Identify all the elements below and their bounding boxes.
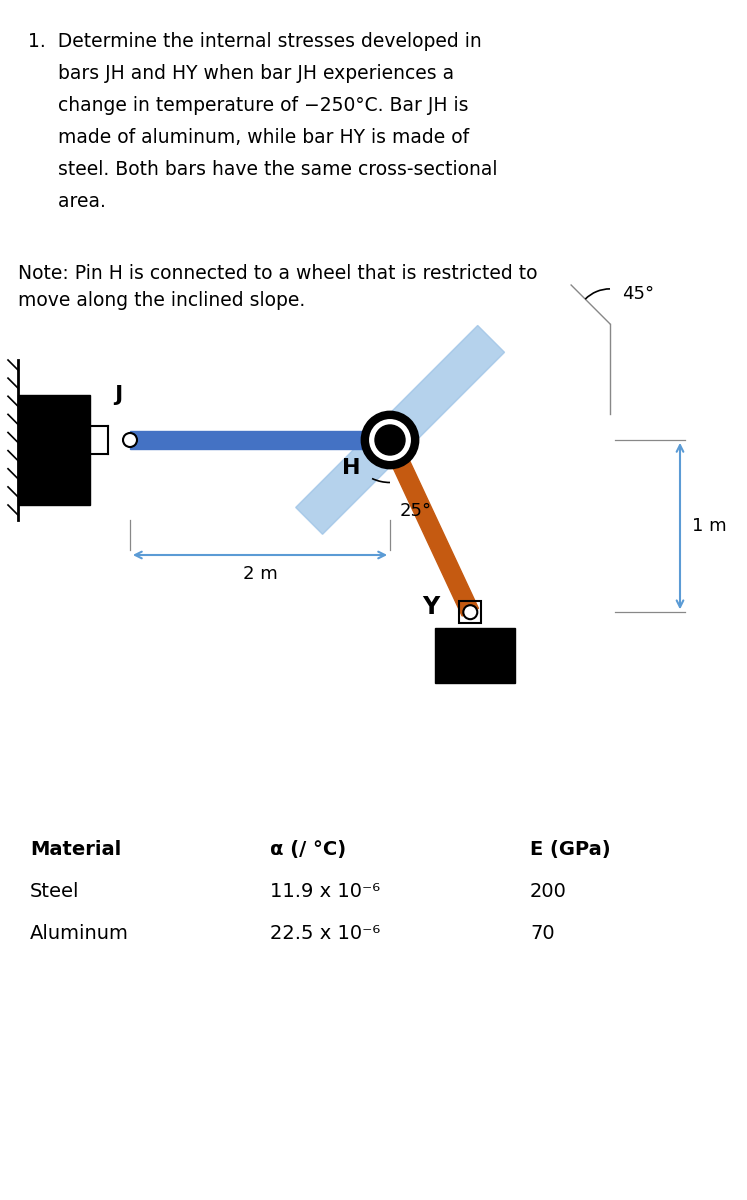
Text: 70: 70 bbox=[530, 924, 554, 943]
Text: steel. Both bars have the same cross-sectional: steel. Both bars have the same cross-sec… bbox=[28, 160, 498, 179]
Text: J: J bbox=[114, 385, 122, 404]
Text: Aluminum: Aluminum bbox=[30, 924, 129, 943]
Bar bbox=[436, 628, 515, 683]
Polygon shape bbox=[130, 431, 390, 449]
Text: 22.5 x 10⁻⁶: 22.5 x 10⁻⁶ bbox=[270, 924, 380, 943]
Text: α (/ °C): α (/ °C) bbox=[270, 840, 346, 859]
Text: 45°: 45° bbox=[622, 284, 654, 302]
Bar bbox=[18, 395, 90, 505]
Text: area.: area. bbox=[28, 192, 106, 211]
Text: Note: Pin H is connected to a wheel that is restricted to
move along the incline: Note: Pin H is connected to a wheel that… bbox=[18, 264, 538, 310]
Text: 2 m: 2 m bbox=[243, 565, 277, 583]
Circle shape bbox=[375, 425, 405, 455]
Text: Y: Y bbox=[422, 595, 439, 619]
Text: 1.  Determine the internal stresses developed in: 1. Determine the internal stresses devel… bbox=[28, 32, 482, 50]
Text: E (GPa): E (GPa) bbox=[530, 840, 610, 859]
Text: bars JH and HY when bar JH experiences a: bars JH and HY when bar JH experiences a bbox=[28, 64, 454, 83]
Text: made of aluminum, while bar HY is made of: made of aluminum, while bar HY is made o… bbox=[28, 128, 469, 146]
Text: H: H bbox=[342, 458, 361, 478]
Text: change in temperature of −250°C. Bar JH is: change in temperature of −250°C. Bar JH … bbox=[28, 96, 468, 115]
Polygon shape bbox=[382, 436, 479, 616]
Polygon shape bbox=[296, 325, 504, 534]
Text: 11.9 x 10⁻⁶: 11.9 x 10⁻⁶ bbox=[270, 882, 380, 901]
Text: 1 m: 1 m bbox=[692, 517, 727, 535]
Circle shape bbox=[123, 433, 137, 446]
Circle shape bbox=[362, 412, 418, 468]
Text: Steel: Steel bbox=[30, 882, 79, 901]
Bar bbox=[459, 601, 481, 623]
Circle shape bbox=[463, 605, 477, 619]
Text: 25°: 25° bbox=[400, 502, 432, 520]
Text: 200: 200 bbox=[530, 882, 567, 901]
Text: Material: Material bbox=[30, 840, 121, 859]
Circle shape bbox=[368, 418, 412, 462]
